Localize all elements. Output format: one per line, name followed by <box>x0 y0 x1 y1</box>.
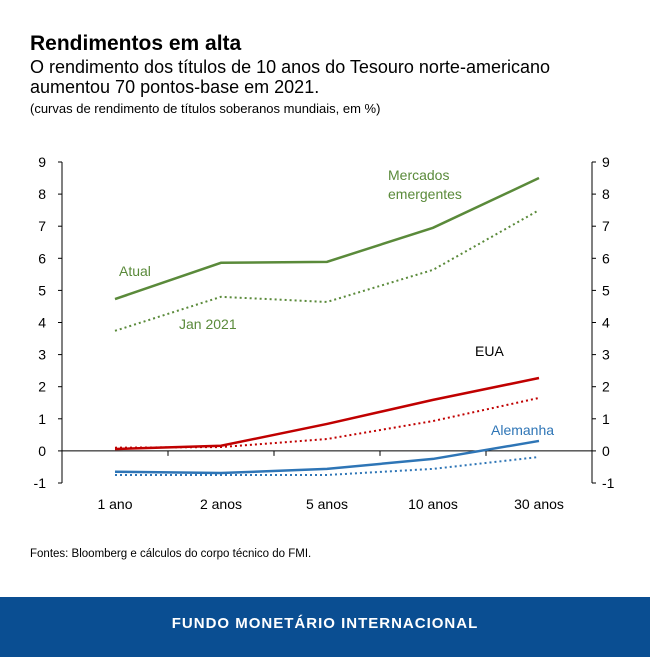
y-tick-label-right: 8 <box>602 186 610 202</box>
chart-subtitle: O rendimento dos títulos de 10 anos do T… <box>30 57 550 97</box>
x-tick-label: 10 anos <box>408 496 458 512</box>
annotation-atual: Atual <box>119 263 151 279</box>
annotation-mercados-2: emergentes <box>388 186 462 202</box>
y-tick-label-left: 5 <box>38 282 46 298</box>
annotation-jan-2021: Jan 2021 <box>179 316 237 332</box>
y-tick-label-left: 0 <box>38 443 46 459</box>
series-line-eua-solid <box>114 376 540 451</box>
annotation-alemanha: Alemanha <box>491 422 554 438</box>
y-tick-label-right: 4 <box>602 315 610 331</box>
y-tick-label-left: 7 <box>38 218 46 234</box>
y-tick-label-left: 1 <box>38 411 46 427</box>
annotation-eua: EUA <box>475 343 504 359</box>
y-tick-label-left: 8 <box>38 186 46 202</box>
series-line-alemanha-solid <box>114 439 540 475</box>
annotation-mercados-1: Mercados <box>388 167 449 183</box>
y-tick-label-left: 6 <box>38 250 46 266</box>
chart-note: (curvas de rendimento de títulos soberan… <box>30 101 381 116</box>
x-tick-label: 30 anos <box>514 496 564 512</box>
series-line-mercados-emergentes-solid <box>114 176 540 301</box>
y-tick-label-right: -1 <box>602 475 615 491</box>
y-tick-label-right: 7 <box>602 218 610 234</box>
x-tick-label: 2 anos <box>200 496 242 512</box>
y-tick-label-right: 5 <box>602 282 610 298</box>
y-tick-label-left: -1 <box>34 475 47 491</box>
line-chart: -1 -1 0 0 1 1 2 2 3 3 4 4 5 5 6 6 7 7 8 8 9 9 1 ano 2 anos 5 ano… <box>34 154 615 512</box>
x-tick-label: 5 anos <box>306 496 348 512</box>
y-tick-label-left: 3 <box>38 347 46 363</box>
y-tick-label-right: 2 <box>602 379 610 395</box>
y-tick-label-right: 1 <box>602 411 610 427</box>
source-note: Fontes: Bloomberg e cálculos do corpo té… <box>30 548 312 560</box>
series-line-mercados-emergentes-dotted <box>114 209 540 332</box>
y-tick-label-left: 9 <box>38 154 46 170</box>
chart-title: Rendimentos em alta <box>30 32 242 55</box>
y-tick-label-left: 2 <box>38 379 46 395</box>
y-tick-label-right: 3 <box>602 347 610 363</box>
y-tick-label-right: 6 <box>602 250 610 266</box>
y-tick-label-right: 9 <box>602 154 610 170</box>
footer-brand: FUNDO MONETÁRIO INTERNACIONAL <box>0 597 650 657</box>
x-tick-label: 1 ano <box>97 496 132 512</box>
y-tick-label-left: 4 <box>38 315 46 331</box>
y-tick-label-right: 0 <box>602 443 610 459</box>
series-line-eua-dotted <box>114 396 540 449</box>
